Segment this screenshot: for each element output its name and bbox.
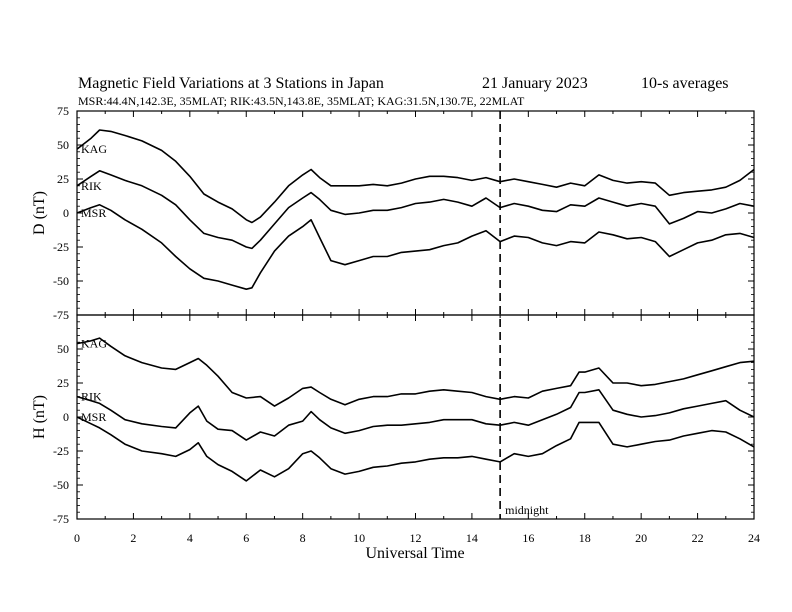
x-tick-label: 8 bbox=[300, 531, 306, 545]
y-tick-label: -25 bbox=[53, 240, 69, 254]
y-tick-label: -25 bbox=[53, 444, 69, 458]
panel-frame bbox=[76, 110, 755, 316]
y-tick-label: -75 bbox=[53, 308, 69, 322]
y-axis-label: D (nT) bbox=[31, 191, 48, 235]
y-tick-label: 50 bbox=[57, 138, 69, 152]
y-axis-label: H (nT) bbox=[31, 395, 48, 439]
x-axis-label: Universal Time bbox=[365, 545, 464, 562]
y-tick-label: 0 bbox=[63, 410, 69, 424]
x-tick-label: 24 bbox=[748, 531, 760, 545]
y-tick-label: -75 bbox=[53, 512, 69, 526]
y-tick-label: 25 bbox=[57, 376, 69, 390]
series-label-rik: RIK bbox=[81, 179, 102, 193]
y-tick-label: -50 bbox=[53, 478, 69, 492]
y-tick-label: -50 bbox=[53, 274, 69, 288]
x-tick-label: 10 bbox=[353, 531, 365, 545]
series-line-rik bbox=[76, 388, 755, 441]
x-tick-label: 22 bbox=[692, 531, 704, 545]
series-line-kag bbox=[76, 337, 755, 407]
chart-averaging: 10-s averages bbox=[641, 75, 729, 92]
series-label-kag: KAG bbox=[81, 337, 107, 351]
x-tick-label: 12 bbox=[410, 531, 422, 545]
series-line-msr bbox=[76, 204, 755, 291]
chart-date: 21 January 2023 bbox=[482, 75, 588, 92]
panel-h: 50 25 0 -25 -50 -75 H (nT) KAG RIK MSR bbox=[31, 314, 755, 526]
series-line-msr bbox=[76, 416, 755, 482]
y-tick-label: 0 bbox=[63, 206, 69, 220]
panel-d: 75 50 25 0 -25 -50 -75 D (nT) KAG RIK MSR bbox=[31, 104, 755, 322]
plot-area: 75 50 25 0 -25 -50 -75 D (nT) KAG RIK MSR 50 25 0 -25 -… bbox=[31, 104, 760, 545]
series-label-msr: MSR bbox=[81, 206, 106, 220]
series-line-kag bbox=[76, 129, 755, 224]
y-tick-label: 75 bbox=[57, 104, 69, 118]
x-tick-label: 20 bbox=[635, 531, 647, 545]
x-tick-label: 6 bbox=[243, 531, 249, 545]
series-label-kag: KAG bbox=[81, 142, 107, 156]
midnight-marker-label: midnight bbox=[505, 503, 549, 517]
x-tick-label: 14 bbox=[466, 531, 478, 545]
station-coordinates: MSR:44.4N,142.3E, 35MLAT; RIK:43.5N,143.… bbox=[78, 94, 525, 108]
x-tick-label: 4 bbox=[187, 531, 193, 545]
x-tick-label: 18 bbox=[579, 531, 591, 545]
x-tick-label: 2 bbox=[130, 531, 136, 545]
chart-title: Magnetic Field Variations at 3 Stations … bbox=[78, 75, 384, 92]
series-label-rik: RIK bbox=[81, 390, 102, 404]
y-tick-label: 50 bbox=[57, 342, 69, 356]
y-tick-label: 25 bbox=[57, 172, 69, 186]
series-label-msr: MSR bbox=[81, 410, 106, 424]
x-tick-label: 16 bbox=[522, 531, 534, 545]
series-line-rik bbox=[76, 170, 755, 250]
panel-frame bbox=[76, 314, 755, 520]
x-tick-label: 0 bbox=[74, 531, 80, 545]
